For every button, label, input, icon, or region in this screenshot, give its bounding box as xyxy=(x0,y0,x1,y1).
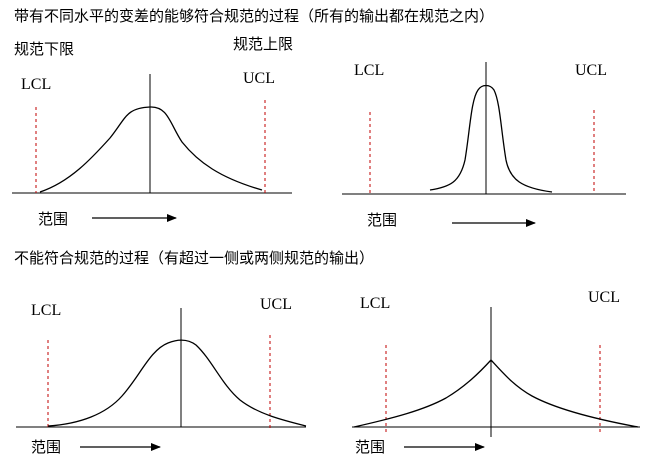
ucl-label-panel-1: UCL xyxy=(243,70,275,87)
range-label-panel-4: 范围 xyxy=(355,438,386,456)
label-upper-spec: 规范上限 xyxy=(233,35,294,53)
ucl-label-panel-3: UCL xyxy=(260,296,292,313)
heading-not-capable: 不能符合规范的过程（有超过一侧或两侧规范的输出） xyxy=(14,249,375,267)
distribution-curve-panel-4 xyxy=(353,359,639,428)
distribution-curve-panel-3 xyxy=(47,339,307,427)
heading-capable: 带有不同水平的变差的能够符合规范的过程（所有的输出都在规范之内） xyxy=(14,7,495,25)
lcl-label-panel-1: LCL xyxy=(21,76,52,93)
lcl-label-panel-3: LCL xyxy=(31,302,62,319)
panel-4 xyxy=(352,307,640,451)
range-label-panel-1: 范围 xyxy=(38,210,69,228)
label-lower-spec: 规范下限 xyxy=(14,40,75,58)
distribution-curve-panel-1 xyxy=(39,106,263,193)
range-label-panel-3: 范围 xyxy=(31,438,62,456)
range-label-panel-2: 范围 xyxy=(367,211,398,229)
ucl-label-panel-2: UCL xyxy=(575,62,607,79)
panel-2 xyxy=(342,62,626,227)
panel-1 xyxy=(12,74,292,222)
ucl-label-panel-4: UCL xyxy=(588,289,620,306)
lcl-label-panel-2: LCL xyxy=(354,62,385,79)
panel-3 xyxy=(16,308,307,451)
distribution-curve-panel-2 xyxy=(429,84,553,193)
lcl-label-panel-4: LCL xyxy=(360,295,391,312)
